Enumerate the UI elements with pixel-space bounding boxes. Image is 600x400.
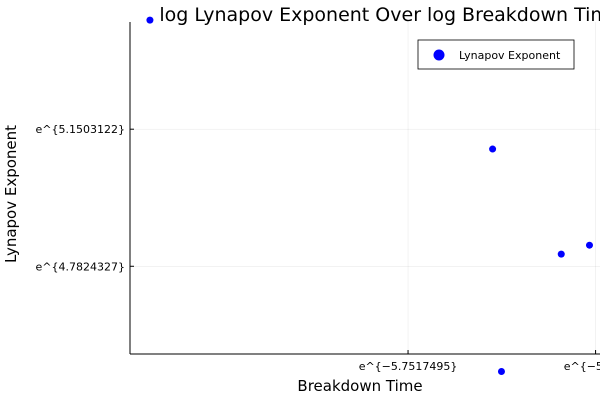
data-point (489, 145, 497, 153)
x-tick-label: e^{−5.7517495} (359, 360, 458, 373)
y-tick-label: e^{4.7824327} (36, 260, 125, 273)
ticks-layer: e^{−5.7517495} e^{−5.413 e^{5.1503122} e^{4… (36, 123, 600, 373)
points-layer (146, 16, 593, 376)
x-tick-label: e^{−5.413 (564, 360, 600, 373)
y-tick-label: e^{5.1503122} (36, 123, 125, 136)
grid-layer (130, 22, 600, 354)
y-axis-label: Lynapov Exponent (2, 125, 20, 263)
data-point (146, 16, 154, 24)
data-point (585, 241, 593, 249)
data-point (557, 250, 565, 258)
legend-label: Lynapov Exponent (459, 49, 561, 62)
x-axis-label: Breakdown Time (297, 377, 422, 395)
legend-marker (433, 49, 445, 61)
legend: Lynapov Exponent (417, 39, 575, 70)
data-point (497, 368, 505, 376)
legend-box (417, 39, 575, 70)
chart-title: log Lynapov Exponent Over log Breakdown … (159, 4, 600, 26)
